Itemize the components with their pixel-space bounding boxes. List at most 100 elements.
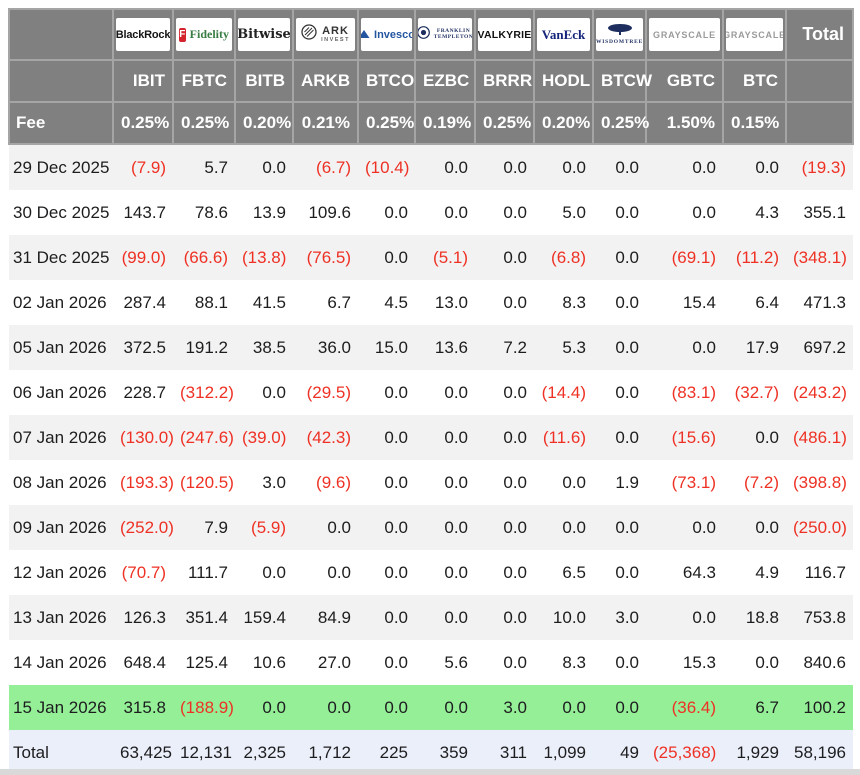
- ticker-cell-btc: BTC: [722, 59, 787, 103]
- ark-wordmark: ARK INVEST: [321, 24, 350, 44]
- row-total-cell: (19.3): [786, 144, 853, 190]
- row-total-cell: 697.2: [786, 325, 853, 370]
- value-cell: (9.6): [316, 473, 351, 492]
- value-cell: 3.0: [475, 685, 534, 730]
- fidelity-logo: F Fidelity: [176, 18, 232, 51]
- value-cell: 0.0: [415, 685, 475, 730]
- value-cell: 18.8: [723, 595, 786, 640]
- row-total-cell: (250.0): [786, 505, 853, 550]
- value-cell: 0.0: [593, 325, 646, 370]
- ark-text: ARK: [322, 24, 349, 37]
- value-cell: (99.0): [113, 235, 173, 280]
- value-cell: 15.3: [682, 653, 716, 672]
- franklin-logo: FRANKLIN TEMPLETON: [418, 18, 472, 51]
- value-cell: 64.3: [682, 563, 716, 582]
- ticker-cell-arkb: ARKB: [292, 59, 359, 103]
- value-cell: 4.5: [384, 293, 408, 312]
- value-cell: 13.6: [415, 325, 475, 370]
- value-cell: 13.0: [434, 293, 468, 312]
- date-cell: 31 Dec 2025: [9, 235, 113, 280]
- value-cell: 0.0: [358, 235, 415, 280]
- table-header: BlackRock F Fidelity Bitwise ARK INVEST Invesc…: [8, 8, 854, 145]
- value-cell: 88.1: [194, 293, 228, 312]
- value-cell: 0.0: [444, 383, 468, 402]
- wisdomtree-wordmark: WISDOMTREE: [596, 23, 643, 46]
- ticker-row: IBIT FBTC BITB ARKB BTCO EZBC BRRR HODL BTCW GBTC…: [8, 59, 854, 103]
- wisdomtree-tree-icon: [607, 23, 633, 39]
- fee-cell-arkb: 0.21%: [292, 101, 359, 145]
- data-row: 29 Dec 2025 (7.9) 5.7 0.0 (6.7) (10.4) 0.0 0.0 0…: [9, 144, 853, 190]
- value-cell: (66.6): [173, 235, 235, 280]
- ticker-cell-btco: BTCO: [357, 59, 416, 103]
- value-cell: 8.3: [562, 293, 586, 312]
- value-cell: (130.0): [113, 415, 174, 460]
- row-total-cell: 355.1: [803, 203, 846, 222]
- vaneck-wordmark: VanEck: [541, 26, 586, 42]
- value-cell: 13.9: [252, 203, 286, 222]
- bottom-bar: [0, 769, 860, 775]
- row-total-cell: (348.1): [786, 235, 853, 280]
- value-cell: 0.0: [384, 203, 408, 222]
- ticker-cell-gbtc: GBTC: [645, 59, 724, 103]
- value-cell: (7.9): [113, 144, 173, 190]
- value-cell: 0.0: [503, 473, 527, 492]
- value-cell: (193.3): [120, 473, 174, 492]
- value-cell: 0.0: [534, 144, 593, 190]
- ark-circle-icon: [301, 24, 317, 45]
- ticker-row-label-cell: [8, 59, 114, 103]
- value-cell: 15.4: [682, 293, 716, 312]
- fee-cell-fbtc: 0.25%: [172, 101, 236, 145]
- invesco-wordmark: Invesco: [374, 28, 412, 41]
- value-cell: 0.0: [444, 203, 468, 222]
- date-cell: 08 Jan 2026: [13, 473, 107, 492]
- value-cell: 0.0: [593, 415, 646, 460]
- value-cell: 17.9: [723, 325, 786, 370]
- value-cell: 0.0: [327, 563, 351, 582]
- fee-cell-gbtc: 1.50%: [645, 101, 724, 145]
- value-cell: 0.0: [384, 383, 408, 402]
- fee-cell-btcw: 0.25%: [592, 101, 649, 145]
- date-cell: 02 Jan 2026: [13, 293, 107, 312]
- value-cell: 0.0: [358, 415, 415, 460]
- data-row: 31 Dec 2025 (99.0) (66.6) (13.8) (76.5) 0.0 (5…: [9, 235, 853, 280]
- fee-cell-ibit: 0.25%: [112, 101, 174, 145]
- value-cell: 0.0: [615, 203, 639, 222]
- value-cell: 0.0: [384, 563, 408, 582]
- value-cell: 0.0: [293, 505, 358, 550]
- value-cell: 84.9: [293, 595, 358, 640]
- value-cell: 3.0: [262, 473, 286, 492]
- value-cell: 0.0: [615, 653, 639, 672]
- value-cell: 38.5: [235, 325, 293, 370]
- value-cell: 287.4: [123, 293, 166, 312]
- value-cell: 15.0: [358, 325, 415, 370]
- value-cell: (5.9): [235, 505, 293, 550]
- fee-cell-bitb: 0.20%: [234, 101, 294, 145]
- value-cell: 0.0: [723, 505, 786, 550]
- date-cell: 30 Dec 2025: [13, 203, 110, 222]
- value-cell: (76.5): [293, 235, 358, 280]
- grayscale-wordmark: GRAYSCALE: [653, 29, 716, 40]
- ticker-cell-ezbc: EZBC: [414, 59, 476, 103]
- value-cell: 6.7: [327, 293, 351, 312]
- value-cell: 0.0: [646, 505, 723, 550]
- value-cell: 0.0: [475, 235, 534, 280]
- data-row: 30 Dec 2025 143.7 78.6 13.9 109.6 0.0 0.0 0.0 5.…: [9, 190, 853, 235]
- value-cell: 159.4: [235, 595, 293, 640]
- fee-cell-btc: 0.15%: [722, 101, 787, 145]
- value-cell: 0.0: [358, 685, 415, 730]
- value-cell: 0.0: [415, 505, 475, 550]
- row-total-cell: 840.6: [803, 653, 846, 672]
- value-cell: 0.0: [615, 563, 639, 582]
- value-cell: 0.0: [593, 235, 646, 280]
- value-cell: 7.2: [475, 325, 534, 370]
- value-cell: (252.0): [113, 505, 174, 550]
- wisdomtree-text: WISDOMTREE: [596, 39, 643, 46]
- data-row: 08 Jan 2026 (193.3) (120.5) 3.0 (9.6) 0.0 0.0 0…: [9, 460, 853, 505]
- value-cell: 351.4: [173, 595, 235, 640]
- date-cell: 06 Jan 2026: [13, 383, 107, 402]
- data-row: 15 Jan 2026 315.8 (188.9) 0.0 0.0 0.0 0.0 3.0 0.…: [9, 685, 853, 730]
- fee-cell-brrr: 0.25%: [474, 101, 535, 145]
- value-cell: 0.0: [646, 325, 723, 370]
- row-total-cell: (243.2): [793, 383, 847, 402]
